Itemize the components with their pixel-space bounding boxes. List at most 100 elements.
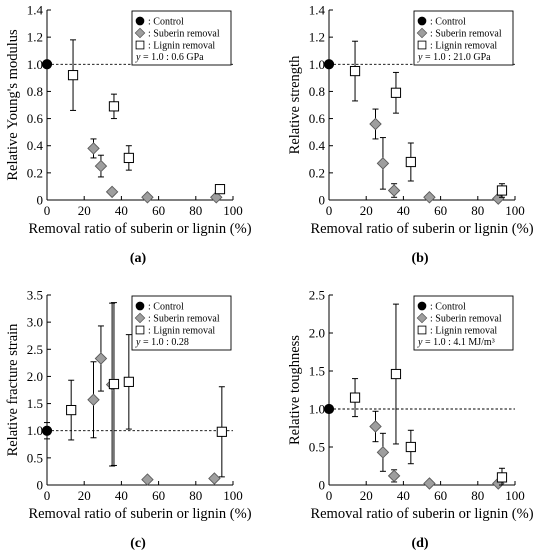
panel-label: (b) [411, 251, 428, 266]
legend-entry: : Lignin removal [430, 41, 497, 52]
data-point [87, 393, 100, 407]
data-point [369, 420, 382, 433]
data-point [496, 185, 508, 196]
panel-label: (d) [411, 536, 428, 550]
y-tick-label: 0.4 [309, 138, 326, 153]
x-tick-label: 60 [434, 488, 447, 503]
legend-box [131, 10, 232, 66]
data-point [94, 352, 108, 365]
legend-marker [417, 16, 427, 26]
y-tick-label: 3.5 [27, 288, 43, 303]
data-point [376, 446, 390, 459]
data-point [390, 87, 402, 98]
chart-panel-d: 0 20 40 60 80 100 0 0.5 1.0 1.5 2.0 2.5 Removal rati… [287, 288, 534, 550]
legend-marker [135, 301, 145, 311]
y-axis-label: Relative Young's modulus [5, 29, 21, 181]
legend-marker-square [135, 40, 145, 50]
x-tick-label: 40 [115, 488, 128, 503]
data-point [41, 425, 53, 436]
legend-marker [134, 312, 146, 324]
x-tick-label: 0 [44, 488, 51, 503]
legend-marker-diamond [134, 27, 146, 39]
legend-marker-square [417, 325, 427, 335]
series-control [323, 403, 335, 415]
series-control [41, 422, 53, 440]
data-point [376, 157, 390, 170]
x-tick-label: 60 [152, 203, 165, 218]
legend-marker-circle [417, 301, 427, 311]
data-point [390, 368, 402, 380]
y-tick-label: 2.0 [27, 369, 43, 384]
legend-entry: : Lignin removal [148, 41, 215, 52]
legend-marker-diamond [134, 312, 146, 324]
x-axis-label: Removal ratio of suberin or lignin (%) [310, 506, 533, 522]
data-point [423, 191, 436, 204]
y-tick-label: 0.8 [27, 84, 43, 99]
x-tick-label: 100 [223, 203, 243, 218]
legend: : Control: Suberin removal: Lignin remov… [413, 295, 514, 351]
legend-marker-circle [135, 16, 145, 26]
y-tick-label: 1.0 [27, 57, 43, 72]
legend: : Control: Suberin removal: Lignin remov… [131, 295, 232, 351]
series-suberin-removal [369, 108, 505, 205]
x-tick-label: 20 [78, 488, 91, 503]
data-point [141, 191, 154, 204]
data-point [208, 472, 221, 485]
legend-entry: : Suberin removal [430, 29, 502, 40]
legend-entry: : Lignin removal [148, 326, 215, 337]
y-tick-label: 1.2 [309, 30, 325, 45]
x-tick-label: 40 [115, 203, 128, 218]
x-tick-label: 20 [360, 488, 373, 503]
chart-panel-b: 0 20 40 60 80 100 0 0.2 0.4 0.6 0.8 1.0 1.2 1.4 Remova… [287, 3, 534, 267]
y-tick-label: 0 [319, 478, 326, 493]
data-point [67, 70, 79, 81]
x-tick-label: 40 [397, 203, 410, 218]
x-tick-label: 100 [505, 488, 525, 503]
data-point [141, 473, 154, 486]
chart-panel-c: 0 20 40 60 80 100 0 0.5 1.0 1.5 2.0 2.5 3.0 3.5 Remova… [5, 288, 252, 550]
data-point [349, 65, 361, 77]
series-control [323, 59, 335, 70]
x-axis-label: Removal ratio of suberin or lignin (%) [310, 221, 533, 237]
legend-box [413, 10, 514, 66]
legend-entry: : Control [148, 17, 184, 28]
data-point [210, 191, 223, 204]
y-axis-label: Relative fracture strain [5, 323, 21, 457]
y-tick-label: 1.0 [27, 423, 43, 438]
legend-marker-circle [135, 301, 145, 311]
series-lignin-removal [67, 39, 226, 195]
y-tick-label: 1.0 [309, 57, 325, 72]
legend-entry: : Control [430, 17, 466, 28]
data-point [496, 472, 508, 483]
y-tick-label: 1.0 [309, 402, 325, 417]
legend-entry: : Suberin removal [148, 29, 220, 40]
data-point [94, 159, 108, 173]
data-point [108, 101, 120, 112]
legend-marker-diamond [416, 27, 428, 39]
legend-marker [417, 325, 427, 335]
data-point [405, 156, 416, 168]
reference-annotation: y = 1.0 : 4.1 MJ/m³ [417, 337, 495, 348]
x-tick-label: 0 [44, 203, 51, 218]
y-tick-label: 1.5 [27, 396, 43, 411]
data-point [66, 404, 77, 416]
series-lignin-removal [349, 40, 508, 198]
y-tick-label: 0.5 [309, 440, 325, 455]
x-tick-label: 40 [397, 488, 410, 503]
data-point [387, 469, 401, 483]
y-tick-label: 0.2 [27, 165, 43, 180]
x-tick-label: 80 [189, 203, 202, 218]
y-tick-label: 2.0 [309, 326, 325, 341]
y-tick-label: 3.0 [27, 315, 43, 330]
data-point [123, 152, 134, 164]
legend-marker-circle [417, 16, 427, 26]
data-point [323, 403, 335, 415]
data-point [216, 426, 227, 437]
series-lignin-removal [349, 303, 508, 486]
y-tick-label: 0 [37, 193, 44, 208]
y-tick-label: 0.8 [309, 84, 325, 99]
legend: : Control: Suberin removal: Lignin remov… [413, 10, 514, 66]
legend-marker [134, 27, 146, 39]
x-tick-label: 60 [434, 203, 447, 218]
